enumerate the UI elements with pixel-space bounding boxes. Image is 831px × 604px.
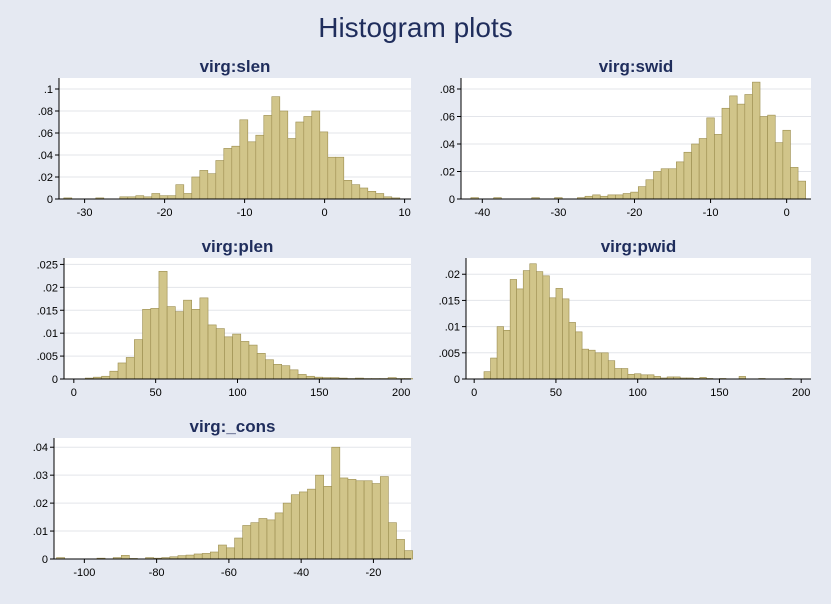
panel-title: virg:slen [200, 57, 271, 76]
y-tick-label: .06 [440, 112, 455, 124]
x-tick-label: 200 [792, 387, 810, 399]
x-tick-label: -20 [627, 207, 643, 219]
histogram-bar [363, 480, 373, 560]
y-tick-label: .03 [33, 470, 48, 482]
x-tick-label: -20 [365, 567, 381, 579]
x-tick-label: 10 [398, 207, 410, 219]
histogram-bar [193, 553, 203, 560]
y-tick-label: .025 [37, 259, 58, 271]
y-tick-label: 0 [454, 374, 460, 386]
y-tick-label: .08 [440, 84, 455, 96]
panel-title: virg:plen [202, 237, 274, 256]
y-tick-label: .005 [439, 348, 460, 360]
y-tick-label: .005 [37, 351, 58, 363]
y-tick-label: .04 [33, 442, 48, 454]
histogram-bar [210, 551, 219, 560]
histogram-bar [299, 491, 308, 560]
histogram-bar [307, 488, 316, 560]
histogram-bar [323, 486, 333, 560]
y-tick-label: 0 [52, 374, 58, 386]
y-tick-label: .01 [43, 328, 58, 340]
histogram-bar [250, 522, 260, 560]
histogram-bar [371, 483, 381, 560]
y-tick-label: .02 [38, 172, 53, 184]
histogram-bar [347, 479, 357, 560]
histogram-bar [201, 553, 211, 560]
y-tick-label: 0 [47, 194, 53, 206]
y-tick-label: .01 [445, 322, 460, 334]
histogram-bar [274, 512, 284, 560]
x-tick-label: 200 [392, 387, 410, 399]
histogram-bar [339, 477, 349, 560]
panel-title: virg:pwid [601, 237, 677, 256]
histogram-bar [218, 544, 227, 560]
x-tick-label: -40 [293, 567, 309, 579]
y-tick-label: .04 [440, 139, 455, 151]
histogram-bar [185, 554, 195, 560]
x-tick-label: -40 [474, 207, 490, 219]
histogram-bar [242, 525, 252, 560]
figure-title: Histogram plots [318, 12, 513, 43]
x-tick-label: 100 [228, 387, 246, 399]
x-tick-label: -100 [73, 567, 95, 579]
histogram-bar [331, 446, 341, 560]
histogram-bar [120, 555, 130, 560]
histogram-bar [266, 519, 276, 560]
histogram-bar [388, 522, 397, 560]
panel-title: virg:swid [599, 57, 674, 76]
histogram-bar [234, 537, 243, 560]
histogram-bar [315, 474, 324, 560]
histogram-bar [379, 476, 389, 560]
x-tick-label: 150 [710, 387, 728, 399]
y-tick-label: .02 [33, 498, 48, 510]
x-tick-label: 0 [322, 207, 328, 219]
x-tick-label: 150 [310, 387, 328, 399]
y-tick-label: .04 [38, 150, 53, 162]
x-tick-label: 0 [71, 387, 77, 399]
histogram-bar [177, 555, 187, 560]
x-tick-label: -30 [550, 207, 566, 219]
histogram-bar [290, 494, 300, 560]
x-tick-label: -20 [157, 207, 173, 219]
x-tick-label: -80 [149, 567, 165, 579]
y-tick-label: .06 [38, 128, 53, 140]
histogram-bar [396, 539, 405, 560]
x-tick-label: -10 [703, 207, 719, 219]
histogram-bar [355, 480, 365, 560]
y-tick-label: .01 [33, 526, 48, 538]
y-tick-label: .015 [37, 305, 58, 317]
histogram-bar [226, 547, 235, 560]
x-tick-label: -60 [221, 567, 237, 579]
y-tick-label: 0 [449, 194, 455, 206]
y-tick-label: .08 [38, 106, 53, 118]
y-tick-label: 0 [42, 554, 48, 566]
y-tick-label: .02 [43, 282, 58, 294]
histogram-bar [282, 502, 292, 560]
x-tick-label: 50 [150, 387, 162, 399]
y-tick-label: .02 [445, 269, 460, 281]
panel-title: virg:_cons [190, 417, 276, 436]
x-tick-label: 0 [471, 387, 477, 399]
histogram-bar [258, 518, 268, 560]
y-tick-label: .015 [439, 295, 460, 307]
x-tick-label: -30 [77, 207, 93, 219]
x-tick-label: 0 [784, 207, 790, 219]
histogram-bar [404, 550, 413, 560]
x-tick-label: -10 [237, 207, 253, 219]
x-tick-label: 100 [629, 387, 647, 399]
y-tick-label: .02 [440, 167, 455, 179]
x-tick-label: 50 [550, 387, 562, 399]
y-tick-label: .1 [44, 84, 53, 96]
